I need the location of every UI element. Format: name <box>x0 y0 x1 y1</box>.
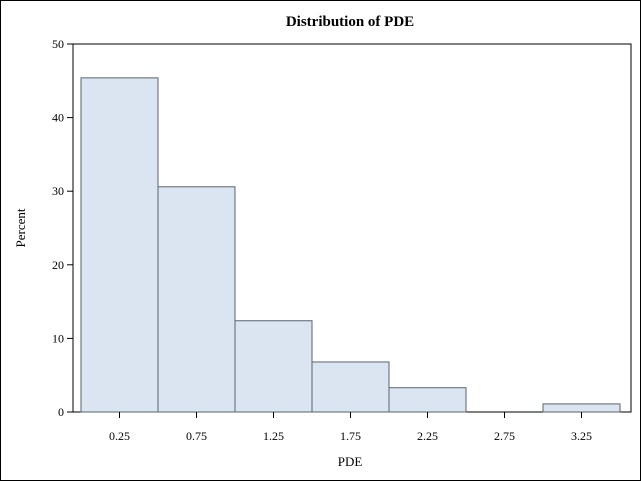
chart-title: Distribution of PDE <box>286 14 414 30</box>
x-tick-label: 0.75 <box>186 429 207 443</box>
histogram-bar-3.25 <box>542 403 621 413</box>
x-tick-label: 2.75 <box>494 429 515 443</box>
x-tick-label: 0.25 <box>109 429 130 443</box>
histogram-bar-1.75 <box>311 361 390 413</box>
histogram-bar-0.75 <box>157 186 236 413</box>
y-tick-label: 40 <box>52 111 64 125</box>
y-tick-label: 0 <box>58 405 64 419</box>
y-axis-label: Percent <box>13 208 28 247</box>
histogram-bar-1.25 <box>234 320 313 413</box>
x-tick-label: 2.25 <box>417 429 438 443</box>
histogram-bar-0.25 <box>80 77 159 413</box>
histogram-bar-2.25 <box>388 387 467 413</box>
x-tick-label: 1.75 <box>340 429 361 443</box>
x-axis-label: PDE <box>338 454 363 469</box>
y-tick-label: 10 <box>52 331 64 345</box>
x-tick-label: 1.25 <box>263 429 284 443</box>
y-tick-label: 20 <box>52 258 64 272</box>
y-tick-label: 50 <box>52 37 64 51</box>
y-tick-label: 30 <box>52 184 64 198</box>
x-tick-label: 3.25 <box>571 429 592 443</box>
